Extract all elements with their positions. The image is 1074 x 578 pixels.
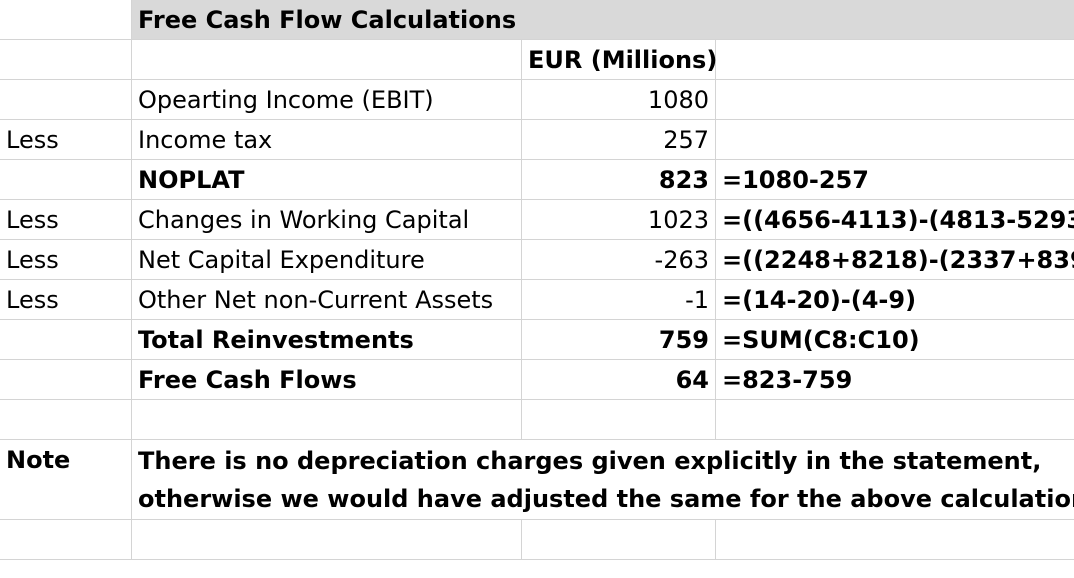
empty-cell[interactable] <box>0 400 132 440</box>
row-label[interactable]: Net Capital Expenditure <box>132 240 522 280</box>
row-label[interactable]: NOPLAT <box>132 160 522 200</box>
row-value[interactable]: 823 <box>522 160 716 200</box>
row-prefix[interactable] <box>0 320 132 360</box>
row-label[interactable]: Income tax <box>132 120 522 160</box>
row-formula[interactable] <box>716 80 1074 120</box>
row-prefix[interactable]: Less <box>0 120 132 160</box>
row-value[interactable]: 64 <box>522 360 716 400</box>
row-value[interactable]: 257 <box>522 120 716 160</box>
row-prefix[interactable] <box>0 160 132 200</box>
row-value[interactable]: -263 <box>522 240 716 280</box>
row-prefix[interactable]: Less <box>0 200 132 240</box>
row-formula[interactable]: =SUM(C8:C10) <box>716 320 1074 360</box>
row-formula[interactable]: =((4656-4113)-(4813-5293)) <box>716 200 1074 240</box>
currency-header[interactable]: EUR (Millions) <box>522 40 717 80</box>
row-formula[interactable]: =1080-257 <box>716 160 1074 200</box>
row-label[interactable]: Free Cash Flows <box>132 360 522 400</box>
table-row: NOPLAT 823 =1080-257 <box>0 160 1074 200</box>
row-value[interactable]: 759 <box>522 320 716 360</box>
row-prefix[interactable]: Less <box>0 240 132 280</box>
table-title[interactable]: Free Cash Flow Calculations <box>132 0 1074 40</box>
note-text[interactable]: There is no depreciation charges given e… <box>132 440 1074 520</box>
cell-a2[interactable] <box>0 40 132 80</box>
table-row: Total Reinvestments 759 =SUM(C8:C10) <box>0 320 1074 360</box>
note-line-1: There is no depreciation charges given e… <box>138 447 1042 475</box>
empty-cell[interactable] <box>716 400 1074 440</box>
row-formula[interactable]: =823-759 <box>716 360 1074 400</box>
row-label[interactable]: Opearting Income (EBIT) <box>132 80 522 120</box>
row-label[interactable]: Changes in Working Capital <box>132 200 522 240</box>
cell-b2[interactable] <box>132 40 522 80</box>
row-label[interactable]: Total Reinvestments <box>132 320 522 360</box>
empty-cell[interactable] <box>522 520 716 560</box>
row-prefix[interactable] <box>0 360 132 400</box>
row-formula[interactable] <box>716 120 1074 160</box>
note-line-2: otherwise we would have adjusted the sam… <box>138 485 1074 513</box>
table-row: Free Cash Flows 64 =823-759 <box>0 360 1074 400</box>
note-label[interactable]: Note <box>0 440 132 520</box>
table-row: Less Net Capital Expenditure -263 =((224… <box>0 240 1074 280</box>
empty-cell[interactable] <box>132 520 522 560</box>
row-value[interactable]: 1023 <box>522 200 716 240</box>
row-prefix[interactable] <box>0 80 132 120</box>
header-row: EUR (Millions) <box>0 40 1074 80</box>
empty-cell[interactable] <box>716 520 1074 560</box>
empty-row <box>0 400 1074 440</box>
row-prefix[interactable]: Less <box>0 280 132 320</box>
table-row: Opearting Income (EBIT) 1080 <box>0 80 1074 120</box>
row-value[interactable]: 1080 <box>522 80 716 120</box>
empty-row <box>0 520 1074 560</box>
row-formula[interactable]: =((2248+8218)-(2337+8392)) <box>716 240 1074 280</box>
row-value[interactable]: -1 <box>522 280 716 320</box>
row-label[interactable]: Other Net non-Current Assets <box>132 280 522 320</box>
cell-d2[interactable] <box>716 40 1074 80</box>
empty-cell[interactable] <box>522 400 716 440</box>
empty-cell[interactable] <box>132 400 522 440</box>
table-row: Less Changes in Working Capital 1023 =((… <box>0 200 1074 240</box>
note-row: Note There is no depreciation charges gi… <box>0 440 1074 520</box>
table-row: Less Income tax 257 <box>0 120 1074 160</box>
empty-cell[interactable] <box>0 520 132 560</box>
row-formula[interactable]: =(14-20)-(4-9) <box>716 280 1074 320</box>
cell-a1[interactable] <box>0 0 132 40</box>
title-row: Free Cash Flow Calculations <box>0 0 1074 40</box>
table-row: Less Other Net non-Current Assets -1 =(1… <box>0 280 1074 320</box>
